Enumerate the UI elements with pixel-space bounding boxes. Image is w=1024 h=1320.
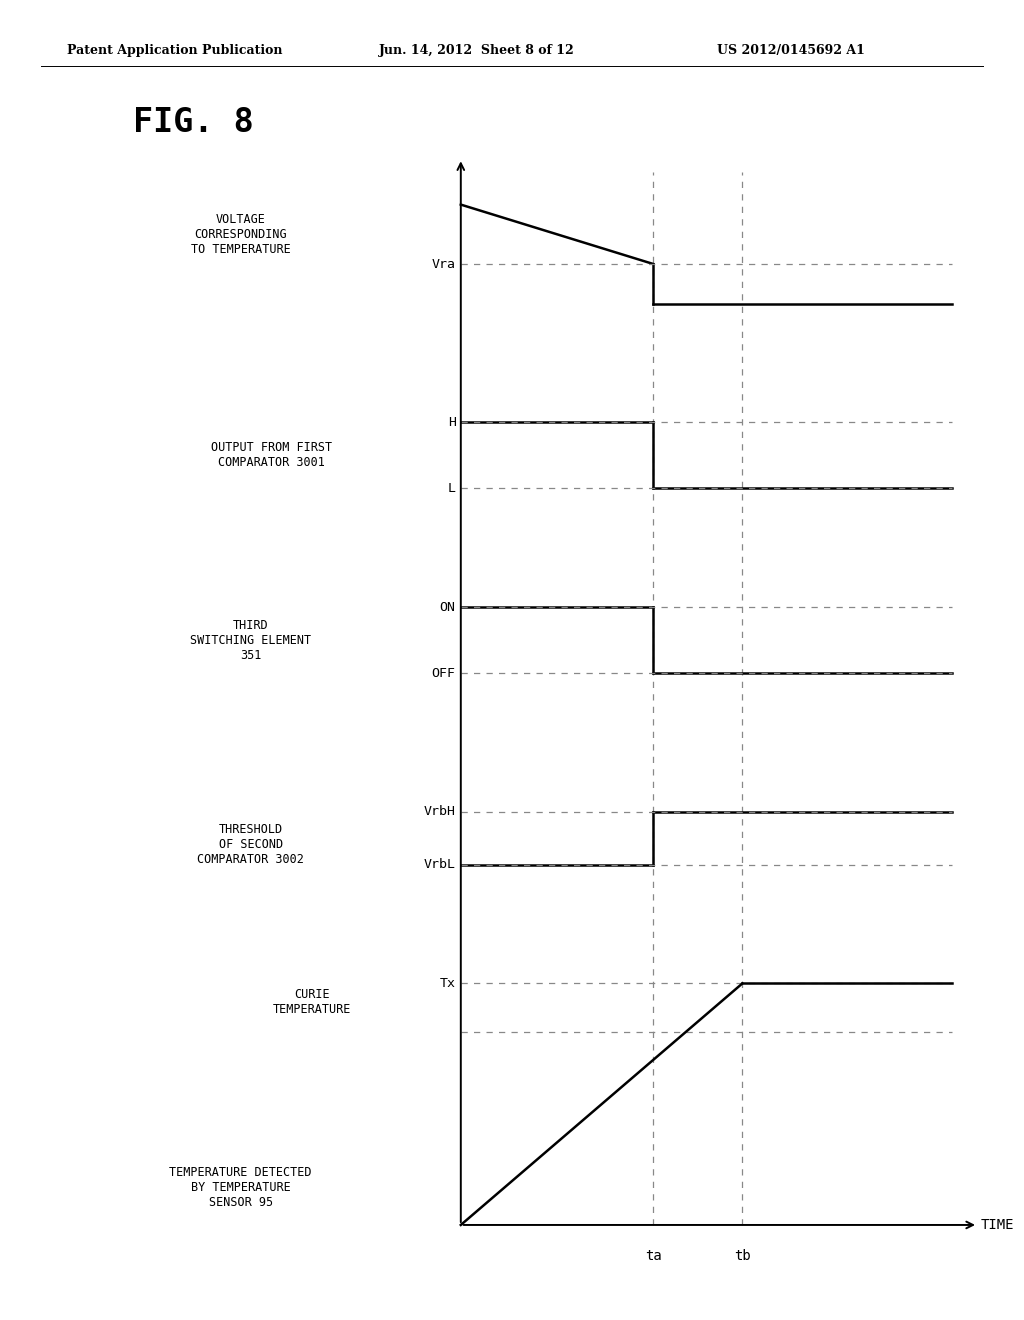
Text: ON: ON bbox=[439, 601, 456, 614]
Text: VOLTAGE
CORRESPONDING
TO TEMPERATURE: VOLTAGE CORRESPONDING TO TEMPERATURE bbox=[190, 213, 291, 256]
Text: tb: tb bbox=[734, 1249, 751, 1263]
Text: CURIE
TEMPERATURE: CURIE TEMPERATURE bbox=[273, 989, 351, 1016]
Text: THRESHOLD
OF SECOND
COMPARATOR 3002: THRESHOLD OF SECOND COMPARATOR 3002 bbox=[198, 824, 304, 866]
Text: OUTPUT FROM FIRST
COMPARATOR 3001: OUTPUT FROM FIRST COMPARATOR 3001 bbox=[211, 441, 332, 470]
Text: Vra: Vra bbox=[432, 257, 456, 271]
Text: US 2012/0145692 A1: US 2012/0145692 A1 bbox=[717, 44, 864, 57]
Text: TIME: TIME bbox=[981, 1218, 1015, 1232]
Text: ta: ta bbox=[645, 1249, 662, 1263]
Text: L: L bbox=[447, 482, 456, 495]
Text: Patent Application Publication: Patent Application Publication bbox=[67, 44, 282, 57]
Text: OFF: OFF bbox=[432, 667, 456, 680]
Text: Jun. 14, 2012  Sheet 8 of 12: Jun. 14, 2012 Sheet 8 of 12 bbox=[379, 44, 574, 57]
Text: Tx: Tx bbox=[439, 977, 456, 990]
Text: TEMPERATURE DETECTED
BY TEMPERATURE
SENSOR 95: TEMPERATURE DETECTED BY TEMPERATURE SENS… bbox=[169, 1166, 312, 1209]
Text: VrbH: VrbH bbox=[424, 805, 456, 818]
Text: FIG. 8: FIG. 8 bbox=[133, 106, 254, 139]
Text: THIRD
SWITCHING ELEMENT
351: THIRD SWITCHING ELEMENT 351 bbox=[190, 619, 311, 661]
Text: VrbL: VrbL bbox=[424, 858, 456, 871]
Text: H: H bbox=[447, 416, 456, 429]
